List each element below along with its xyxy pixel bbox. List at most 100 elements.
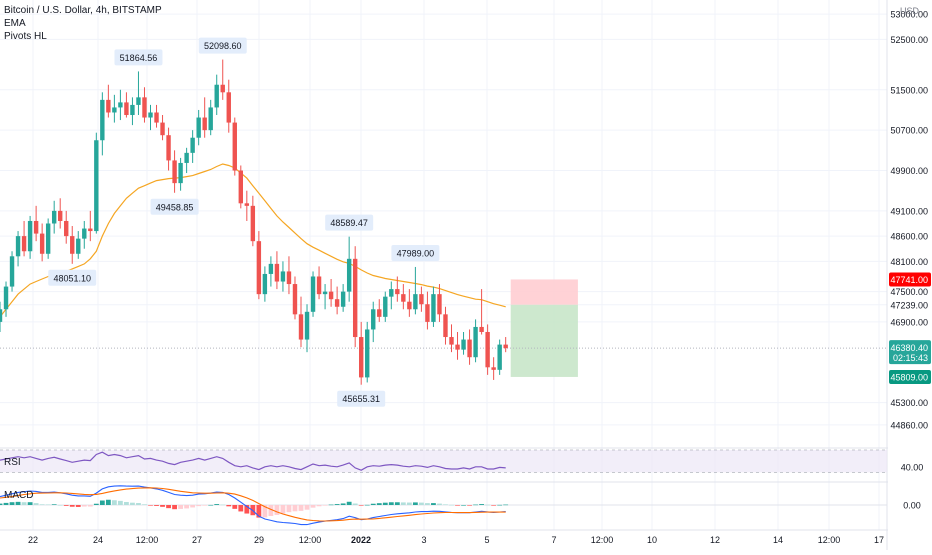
time-tick-0: 22 (28, 535, 38, 545)
macd-hist-45 (268, 505, 274, 516)
position-stop-zone (510, 279, 578, 305)
macd-hist-56 (334, 504, 340, 505)
candle-20 (118, 89, 123, 121)
pivot-label-2: 49458.85 (156, 202, 194, 212)
candle-59 (352, 246, 358, 348)
candle-body-68 (407, 301, 412, 310)
candle-body-58 (346, 258, 352, 292)
macd-hist-20 (118, 500, 123, 505)
macd-hist-73 (437, 503, 442, 505)
candle-71 (425, 291, 430, 330)
macd-hist-19 (111, 500, 117, 505)
candle-body-16 (94, 140, 99, 232)
macd-hist-26 (154, 505, 159, 506)
time-tick-4: 29 (254, 535, 264, 545)
candle-body-74 (443, 314, 448, 338)
candle-0 (0, 301, 3, 332)
candle-19 (112, 94, 117, 123)
time-tick-13: 14 (773, 535, 783, 545)
candle-77 (461, 331, 466, 355)
price-tick-10: 46900.00 (890, 317, 928, 327)
candle-body-71 (425, 304, 430, 322)
price-tick-12: 44860.00 (890, 420, 928, 430)
candle-body-43 (256, 241, 262, 295)
candle-body-46 (274, 263, 280, 282)
candle-body-64 (383, 296, 388, 317)
pivot-box-4 (325, 214, 374, 231)
time-tick-7: 3 (421, 535, 426, 545)
candle-52 (310, 271, 316, 317)
macd-hist-69 (412, 502, 418, 505)
candle-54 (322, 284, 328, 310)
main-pane: 48051.10 51864.56 49458.85 52098.60 48589.47… (0, 37, 887, 407)
candle-body-47 (280, 271, 286, 282)
macd-hist-48 (286, 505, 292, 513)
price-tick-7: 48100.00 (890, 257, 928, 267)
macd-hist-52 (310, 505, 316, 508)
candle-30 (178, 157, 183, 191)
candle-27 (160, 115, 165, 141)
candle-69 (413, 266, 418, 315)
candle-body-57 (340, 291, 346, 307)
macd-hist-1 (3, 502, 9, 505)
macd-hist-22 (130, 502, 135, 505)
pivot-box-5 (337, 390, 386, 407)
candle-body-10 (58, 210, 63, 221)
candle-48 (286, 256, 292, 295)
macd-hist-30 (178, 505, 183, 509)
candle-78 (467, 329, 472, 365)
candle-body-40 (238, 170, 243, 204)
macd-hist-60 (358, 505, 364, 506)
rsi-label: RSI (4, 457, 21, 468)
macd-hist-5 (27, 502, 33, 505)
candle-body-2 (9, 256, 15, 287)
macd-hist-43 (256, 505, 262, 518)
macd-hist-44 (262, 505, 268, 518)
candle-53 (316, 266, 322, 300)
pivot-label-6: 47989.00 (397, 248, 435, 258)
candle-41 (244, 190, 250, 221)
candle-body-54 (322, 291, 328, 295)
candle-body-53 (316, 276, 322, 295)
macd-hist-10 (57, 505, 63, 506)
candle-body-26 (154, 112, 159, 123)
candle-55 (328, 279, 334, 307)
candle-57 (340, 284, 346, 312)
macd-hist-17 (99, 500, 105, 505)
candle-body-79 (473, 326, 478, 358)
candle-12 (70, 226, 75, 264)
candle-body-6 (33, 220, 39, 234)
time-tick-1: 24 (93, 535, 103, 545)
candle-84 (503, 337, 508, 353)
candle-73 (437, 284, 442, 322)
candle-body-34 (202, 117, 207, 131)
candle-25 (148, 104, 153, 131)
macd-hist-15 (87, 505, 93, 507)
candle-22 (130, 97, 135, 126)
macd-hist-35 (208, 504, 214, 506)
candle-8 (45, 218, 51, 259)
candle-body-25 (148, 112, 153, 118)
current-price-badge (889, 340, 931, 365)
macd-hist-39 (232, 505, 238, 509)
macd-hist-58 (346, 501, 352, 505)
candle-35 (208, 99, 213, 136)
macd-line (0, 485, 506, 526)
price-tick-8: 47500.00 (890, 287, 928, 297)
macd-hist-3 (15, 501, 21, 505)
candle-body-31 (184, 152, 189, 163)
candle-33 (196, 109, 201, 146)
price-tick-6: 48600.00 (890, 232, 928, 242)
candle-body-70 (419, 294, 424, 305)
price-axis: 53000.00 52500.00 51500.00 50700.00 49900.00… (888, 0, 932, 550)
time-tick-8: 5 (484, 535, 489, 545)
macd-hist-66 (394, 502, 400, 505)
indicator-pivots-label: Pivots HL (4, 31, 47, 42)
candle-46 (274, 251, 280, 290)
candle-body-72 (431, 294, 436, 322)
candle-61 (365, 321, 370, 383)
candle-body-5 (27, 220, 33, 252)
macd-hist-80 (479, 504, 484, 505)
